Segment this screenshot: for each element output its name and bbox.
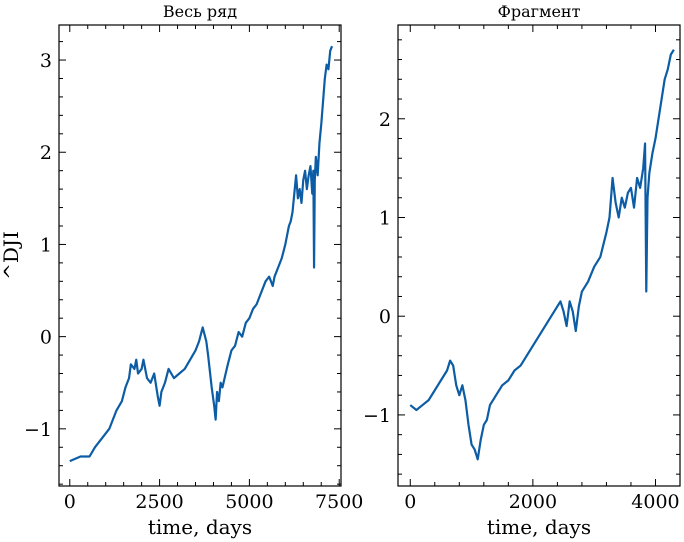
x-tick-label: 2000 xyxy=(509,491,557,513)
series-line-0 xyxy=(69,45,334,463)
x-tick-label: 0 xyxy=(64,491,76,513)
y-tick-label: 0 xyxy=(40,327,52,349)
y-tick-label: 0 xyxy=(379,306,391,328)
y-tick-label: 1 xyxy=(40,234,52,256)
panel-full-series: 0 2500 5000 7500 −1 0 1 2 3 Весь ряд time, days ^DJ… xyxy=(0,2,363,539)
y-tick-label: 1 xyxy=(379,207,391,229)
chart-title: Фрагмент xyxy=(498,2,581,21)
x-tick-label: 0 xyxy=(404,491,416,513)
series-line-0 xyxy=(409,49,675,461)
y-tick-label: 2 xyxy=(40,142,52,164)
y-tick-label: −1 xyxy=(363,405,391,427)
y-axis-label: ^DJI xyxy=(0,231,23,280)
chart-title: Весь ряд xyxy=(163,2,237,21)
x-tick-label: 4000 xyxy=(631,491,679,513)
x-tick-label: 5000 xyxy=(225,491,273,513)
x-axis-label: time, days xyxy=(487,515,591,539)
x-tick-label: 7500 xyxy=(315,491,363,513)
x-axis-label: time, days xyxy=(148,515,252,539)
y-tick-label: 2 xyxy=(379,109,391,131)
plot-frame xyxy=(397,24,681,487)
y-tick-label: −1 xyxy=(24,419,52,441)
x-tick-label: 2500 xyxy=(135,491,183,513)
y-tick-label: 3 xyxy=(40,50,52,72)
panel-fragment: 0 2000 4000 −1 0 1 2 Фрагмент time, days xyxy=(363,2,681,539)
plot-frame xyxy=(58,24,342,487)
